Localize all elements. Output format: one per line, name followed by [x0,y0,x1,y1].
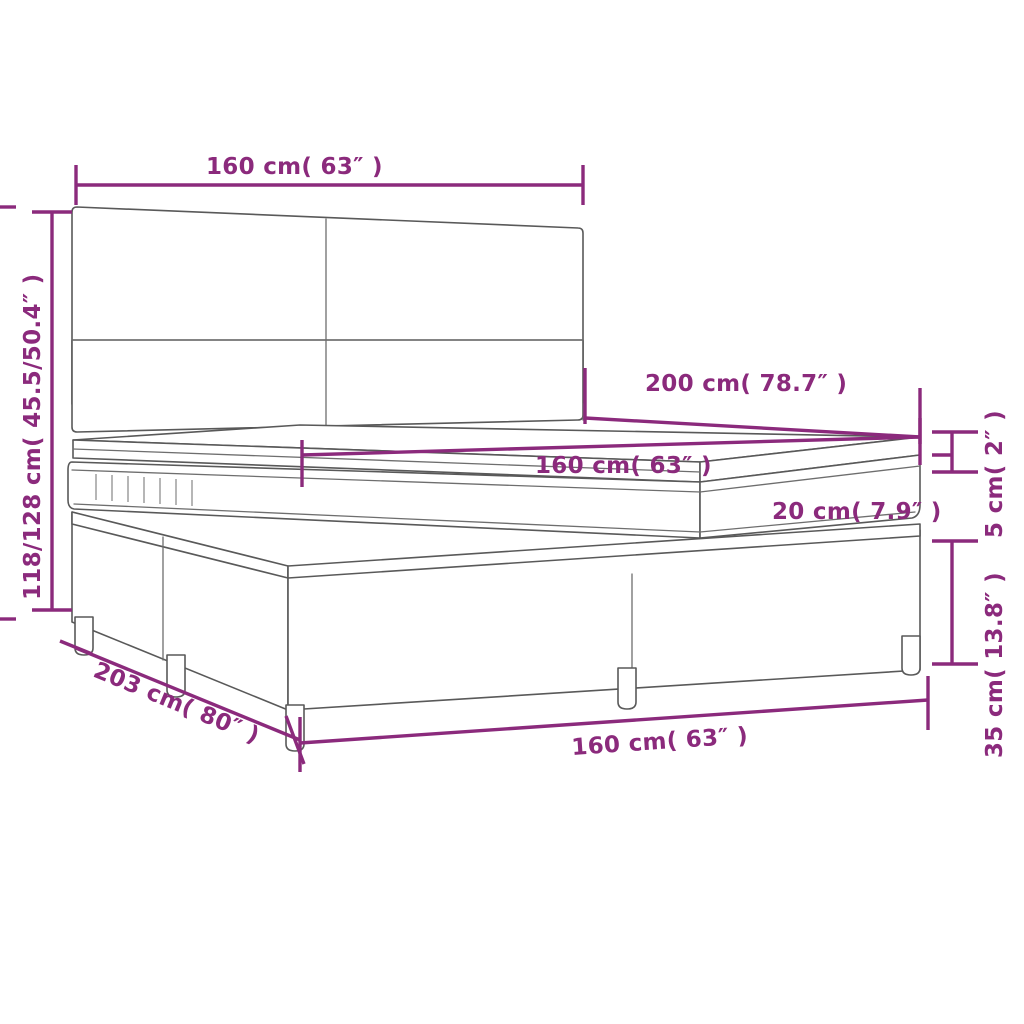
total-height-label: 118/128 cm( 45.5/50.4″ ) [20,274,46,600]
mattress-width-label: 160 cm( 63″ ) [535,453,712,479]
base-front-rim [287,523,921,579]
leg-front-center [617,667,637,710]
mattress-seam-right-bottom [699,511,916,533]
base-width-label: 160 cm( 63″ ) [571,723,749,761]
dimension-base-height: 35 cm( 13.8″ ) [932,541,1008,758]
leg-back-left [74,616,94,656]
mattress-seam-bottom [73,503,701,533]
mattress-height-label: 20 cm( 7.9″ ) [772,499,942,525]
topper-seam [72,448,701,473]
base-box-group [71,511,921,711]
leg-front-right [901,635,921,676]
headboard-width-label: 160 cm( 63″ ) [206,154,383,180]
dimension-mattress-height: 20 cm( 7.9″ ) [772,453,978,543]
dimension-headboard-width: 160 cm( 63″ ) [74,154,585,205]
headboard-group [71,206,584,433]
base-height-label: 35 cm( 13.8″ ) [982,572,1008,758]
mattress-group [67,454,921,539]
dimension-topper-height: 5 cm( 2″ ) [932,410,1008,538]
mattress-seam-right-top [699,465,921,493]
mattress-seam-top [71,469,701,493]
headboard-lower-panel [71,339,584,433]
mattress-handle-ticks [95,474,193,506]
dimension-mattress-width: 160 cm( 63″ ) [300,418,922,487]
mattress-front-face [67,461,701,539]
bed-length-label: 200 cm( 78.7″ ) [645,371,847,397]
dimension-bed-length: 200 cm( 78.7″ ) [583,368,922,444]
dimension-total-height: 118/128 cm( 45.5/50.4″ ) [0,205,72,621]
topper-height-label: 5 cm( 2″ ) [982,410,1008,538]
